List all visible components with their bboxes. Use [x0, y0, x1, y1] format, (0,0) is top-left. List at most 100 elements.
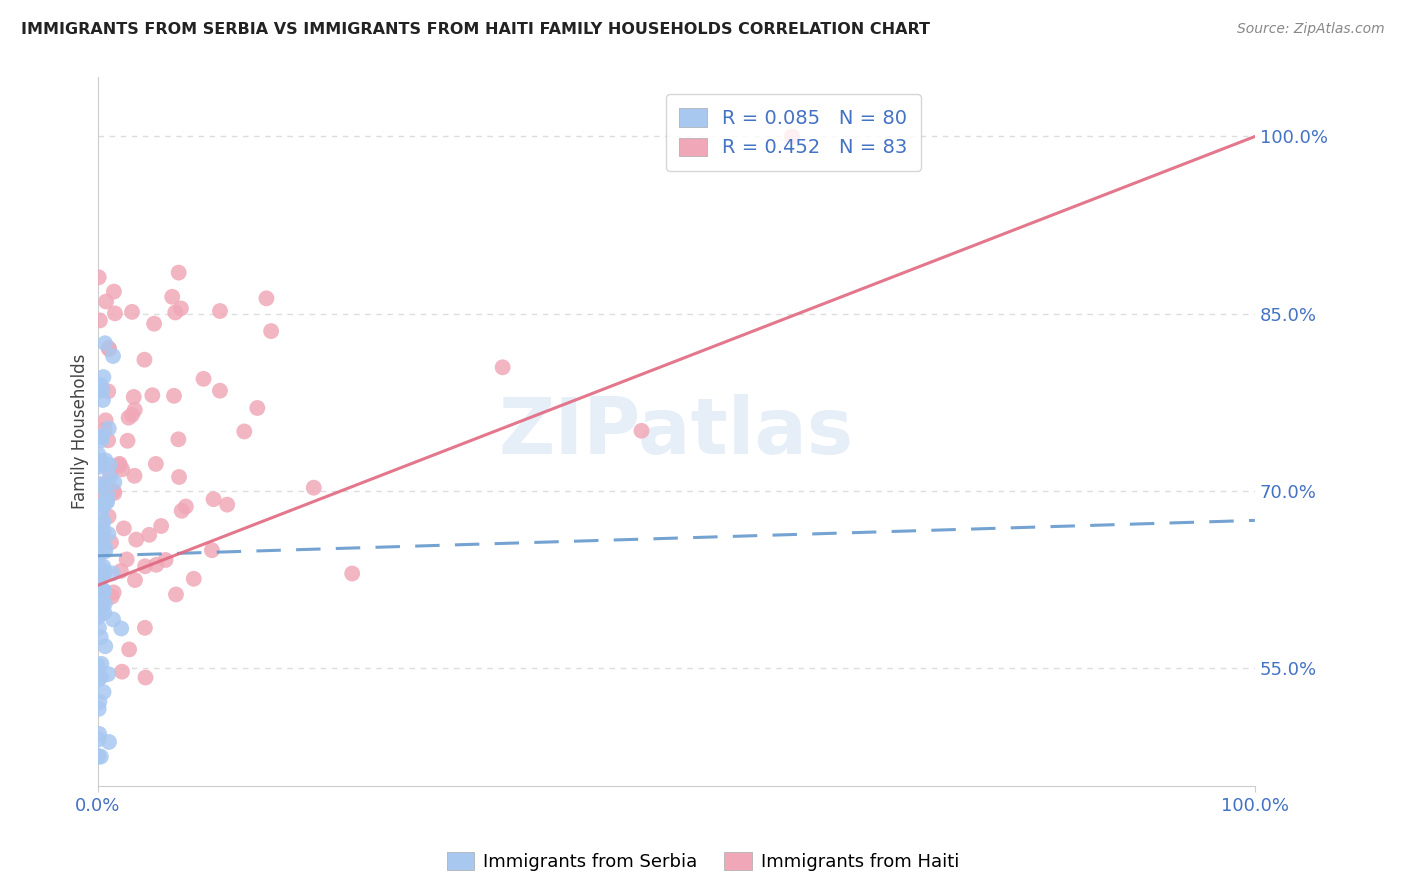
Text: ZIPatlas: ZIPatlas: [499, 393, 853, 470]
Point: [256, 291, 278, 305]
Point: [90, 749, 112, 764]
Point: [96, 495, 118, 509]
Point: [87, 384, 110, 398]
Point: [155, 553, 177, 567]
Point: [90, 454, 112, 468]
Point: [87, 586, 110, 600]
Point: [98, 735, 121, 749]
Point: [91, 530, 114, 544]
Point: [87, 477, 110, 491]
Point: [87, 732, 110, 747]
Point: [89, 564, 111, 578]
Point: [104, 306, 127, 320]
Point: [87, 749, 110, 764]
Point: [87, 460, 110, 475]
Point: [201, 543, 224, 558]
Point: [90, 670, 112, 684]
Point: [91, 597, 114, 611]
Point: [91, 569, 114, 583]
Point: [87, 447, 110, 461]
Point: [160, 290, 183, 304]
Point: [94, 565, 117, 579]
Y-axis label: Family Households: Family Households: [72, 354, 89, 509]
Point: [170, 301, 193, 316]
Point: [93, 559, 115, 574]
Point: [94, 597, 117, 611]
Point: [97, 527, 120, 541]
Point: [90, 455, 112, 469]
Point: [87, 578, 110, 592]
Point: [91, 383, 114, 397]
Point: [150, 519, 173, 533]
Point: [100, 535, 122, 549]
Point: [688, 141, 710, 155]
Point: [97, 667, 120, 681]
Point: [89, 593, 111, 607]
Point: [183, 572, 205, 586]
Point: [87, 673, 110, 687]
Point: [167, 433, 190, 447]
Point: [90, 564, 112, 578]
Point: [103, 483, 125, 498]
Point: [170, 504, 193, 518]
Point: [125, 533, 148, 547]
Point: [134, 352, 156, 367]
Point: [167, 266, 190, 280]
Point: [97, 509, 120, 524]
Point: [93, 370, 115, 384]
Text: Source: ZipAtlas.com: Source: ZipAtlas.com: [1237, 22, 1385, 37]
Point: [122, 390, 145, 404]
Point: [89, 727, 111, 741]
Point: [202, 492, 225, 507]
Point: [87, 483, 110, 498]
Point: [103, 475, 125, 490]
Point: [87, 576, 110, 591]
Point: [98, 342, 121, 356]
Point: [90, 523, 112, 537]
Point: [90, 516, 112, 531]
Point: [94, 423, 117, 437]
Point: [87, 702, 110, 716]
Point: [91, 607, 114, 621]
Point: [89, 313, 111, 327]
Point: [165, 305, 187, 319]
Point: [134, 559, 156, 574]
Point: [193, 372, 215, 386]
Point: [121, 305, 143, 319]
Point: [87, 458, 110, 472]
Point: [91, 500, 114, 514]
Point: [208, 304, 231, 318]
Point: [94, 544, 117, 558]
Point: [108, 457, 131, 471]
Point: [87, 658, 110, 673]
Point: [87, 535, 110, 549]
Point: [94, 336, 117, 351]
Point: [145, 558, 167, 572]
Point: [94, 540, 117, 554]
Point: [246, 401, 269, 415]
Text: IMMIGRANTS FROM SERBIA VS IMMIGRANTS FROM HAITI FAMILY HOUSEHOLDS CORRELATION CH: IMMIGRANTS FROM SERBIA VS IMMIGRANTS FRO…: [21, 22, 931, 37]
Point: [101, 612, 124, 626]
Point: [93, 584, 115, 599]
Point: [124, 468, 146, 483]
Point: [101, 349, 124, 363]
Point: [491, 360, 513, 375]
Point: [217, 498, 239, 512]
Point: [97, 434, 120, 448]
Point: [90, 429, 112, 443]
Point: [98, 470, 121, 484]
Point: [90, 532, 112, 546]
Point: [103, 585, 125, 599]
Point: [94, 294, 117, 309]
Point: [89, 558, 111, 573]
Point: [87, 582, 110, 597]
Point: [89, 430, 111, 444]
Point: [89, 591, 111, 605]
Point: [87, 749, 110, 764]
Point: [93, 515, 115, 529]
Point: [111, 462, 134, 476]
Point: [93, 583, 115, 598]
Point: [93, 606, 115, 620]
Point: [780, 129, 803, 144]
Point: [121, 408, 143, 422]
